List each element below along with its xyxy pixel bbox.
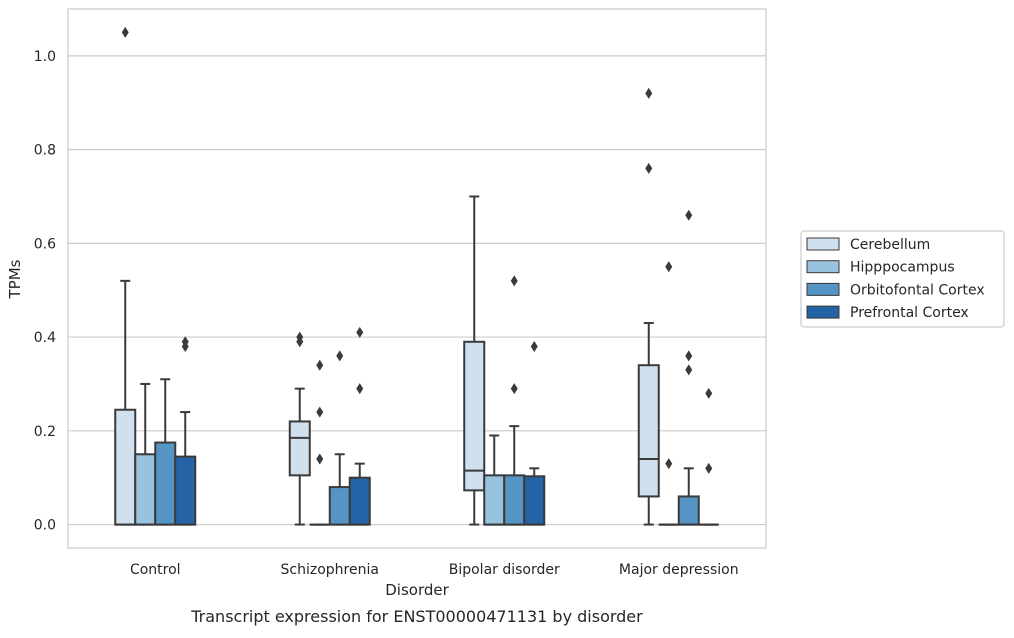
outlier-point <box>685 209 693 221</box>
legend-label: Prefrontal Cortex <box>850 305 969 321</box>
box-2-2 <box>503 275 526 526</box>
y-axis-label: TPMs <box>6 259 24 299</box>
box-0-3 <box>637 87 660 526</box>
box-body <box>523 475 546 526</box>
outlier-point <box>510 383 518 395</box>
outlier-point <box>316 406 324 418</box>
box-body <box>348 476 371 526</box>
outlier-point <box>645 162 653 174</box>
y-tick-label: 0.0 <box>34 518 56 534</box>
outlier-point <box>316 359 324 371</box>
outlier-point <box>296 336 304 348</box>
y-tick-label: 0.6 <box>34 236 56 252</box>
outlier-point <box>685 350 693 362</box>
legend-label: Orbitofontal Cortex <box>850 282 985 298</box>
plot-frame <box>67 8 767 549</box>
box-body <box>114 408 137 526</box>
outlier-point <box>530 340 538 352</box>
box-body <box>134 453 157 526</box>
box-3-2 <box>523 340 546 526</box>
box-2-1 <box>328 350 351 526</box>
box-0-2 <box>463 195 486 526</box>
legend-swatch <box>806 260 840 274</box>
outlier-point <box>356 383 364 395</box>
y-tick-label: 0.8 <box>34 143 56 159</box>
box-body <box>154 441 177 526</box>
outlier-point <box>685 364 693 376</box>
y-tick-label: 1.0 <box>34 49 56 65</box>
x-tick-label: Schizophrenia <box>281 562 379 578</box>
box-body <box>328 486 351 526</box>
outlier-point <box>316 453 324 465</box>
legend-label: Cerebellum <box>850 237 930 253</box>
box-3-3 <box>698 387 719 526</box>
box-1-0 <box>134 382 157 526</box>
x-tick-label: Major depression <box>619 562 739 578</box>
outlier-point <box>645 87 653 99</box>
outlier-point <box>181 340 189 352</box>
box-1-1 <box>309 359 330 526</box>
box-body <box>463 340 486 492</box>
box-0-1 <box>288 331 311 526</box>
x-tick-label: Control <box>130 562 181 578</box>
outlier-point <box>665 458 673 470</box>
y-tick-label: 0.4 <box>34 330 56 346</box>
box-1-2 <box>483 434 506 526</box>
outlier-point <box>665 261 673 273</box>
legend-label: Hipppocampus <box>850 260 955 276</box>
box-2-3 <box>677 209 700 526</box>
box-body <box>288 420 311 477</box>
box-body <box>637 364 660 498</box>
y-tick-label: 0.2 <box>34 424 56 440</box>
outlier-point <box>705 387 713 399</box>
box-body <box>503 474 526 526</box>
legend-swatch <box>806 237 840 251</box>
outlier-point <box>510 275 518 287</box>
figure-caption: Transcript expression for ENST0000047113… <box>190 607 643 626</box>
tick-layer: 0.0 0.2 0.4 0.6 0.8 1.0 Control Schizophrenia Bi… <box>34 49 739 578</box>
outlier-point <box>336 350 344 362</box>
legend-swatch <box>806 305 840 319</box>
box-3-0 <box>174 336 197 526</box>
box-0-0 <box>114 26 137 526</box>
x-tick-label: Bipolar disorder <box>449 562 560 578</box>
box-2-0 <box>154 378 177 526</box>
box-body <box>677 495 700 526</box>
box-layer <box>114 26 719 526</box>
outlier-point <box>121 26 129 38</box>
box-1-3 <box>658 261 679 526</box>
outlier-point <box>705 462 713 474</box>
legend: Cerebellum Hipppocampus Orbitofontal Corte… <box>800 230 1005 328</box>
legend-swatch <box>806 282 840 296</box>
outlier-point <box>356 326 364 338</box>
legend-frame <box>800 230 1005 328</box>
box-3-1 <box>348 326 371 526</box>
x-axis-label: Disorder <box>385 581 449 599</box>
box-body <box>174 455 197 526</box>
box-body <box>483 474 506 526</box>
